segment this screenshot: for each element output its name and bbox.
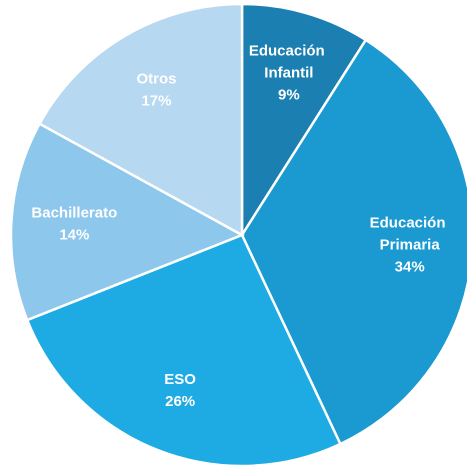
value-label: 17% xyxy=(141,92,171,109)
slice-label: Otros xyxy=(136,70,176,87)
pie-slice xyxy=(25,233,343,468)
value-label: 26% xyxy=(165,393,195,410)
pie-slice xyxy=(37,2,244,238)
value-label: 9% xyxy=(278,87,300,104)
pie-slice xyxy=(240,2,368,240)
value-label: 34% xyxy=(395,259,425,276)
value-label: 14% xyxy=(59,226,89,243)
pie-slice xyxy=(240,38,467,446)
slice-label: ESO xyxy=(164,371,196,388)
slice-label: Educación Primaria xyxy=(370,215,450,254)
slice-label: Educación Infantil xyxy=(249,43,329,82)
pie-slice xyxy=(9,122,245,322)
slice-label: Bachillerato xyxy=(31,204,117,221)
